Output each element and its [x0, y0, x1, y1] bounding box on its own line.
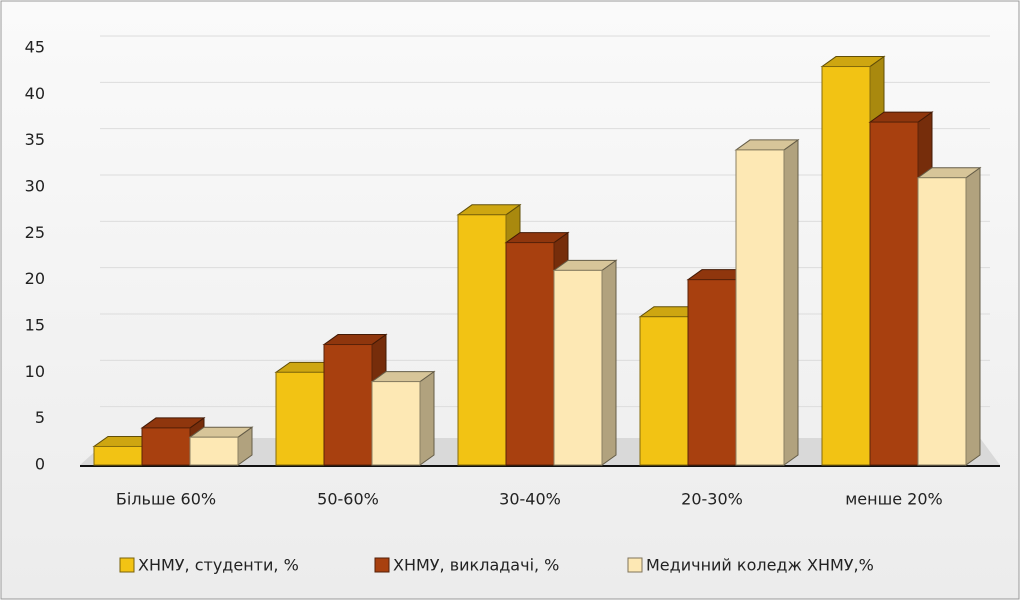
x-tick-label: 50-60% — [317, 490, 379, 509]
bar — [141, 427, 191, 466]
bar — [505, 242, 555, 466]
bar — [687, 279, 737, 466]
bar-side — [419, 370, 435, 466]
bar — [93, 445, 143, 466]
legend-swatch — [374, 557, 390, 573]
x-tick-label: менше 20% — [845, 490, 943, 509]
y-tick-label: 45 — [25, 38, 45, 57]
y-tick-label: 25 — [25, 223, 45, 242]
y-tick-label: 15 — [25, 316, 45, 335]
bar — [917, 177, 967, 466]
legend-swatch — [119, 557, 135, 573]
bar — [457, 214, 507, 466]
legend-label: ХНМУ, студенти, % — [138, 556, 299, 575]
bar-side — [601, 259, 617, 466]
legend-label: ХНМУ, викладачі, % — [393, 556, 559, 575]
y-tick-label: 0 — [35, 455, 45, 474]
x-tick-label: Більше 60% — [116, 490, 216, 509]
y-tick-label: 30 — [25, 177, 45, 196]
bar — [323, 344, 373, 466]
bar-side — [783, 138, 799, 466]
y-tick-label: 5 — [35, 408, 45, 427]
y-tick-label: 40 — [25, 84, 45, 103]
bar — [553, 269, 603, 466]
bar — [821, 66, 871, 466]
bar — [735, 149, 785, 466]
legend-swatch — [627, 557, 643, 573]
bar — [189, 436, 239, 466]
y-tick-label: 10 — [25, 362, 45, 381]
y-tick-label: 20 — [25, 269, 45, 288]
legend-label: Медичний коледж ХНМУ,% — [646, 556, 874, 575]
x-tick-label: 20-30% — [681, 490, 743, 509]
y-tick-label: 35 — [25, 130, 45, 149]
bar — [275, 371, 325, 466]
bar — [371, 381, 421, 466]
bar — [869, 121, 919, 466]
bar — [639, 316, 689, 466]
bar-side — [965, 166, 981, 466]
x-tick-label: 30-40% — [499, 490, 561, 509]
